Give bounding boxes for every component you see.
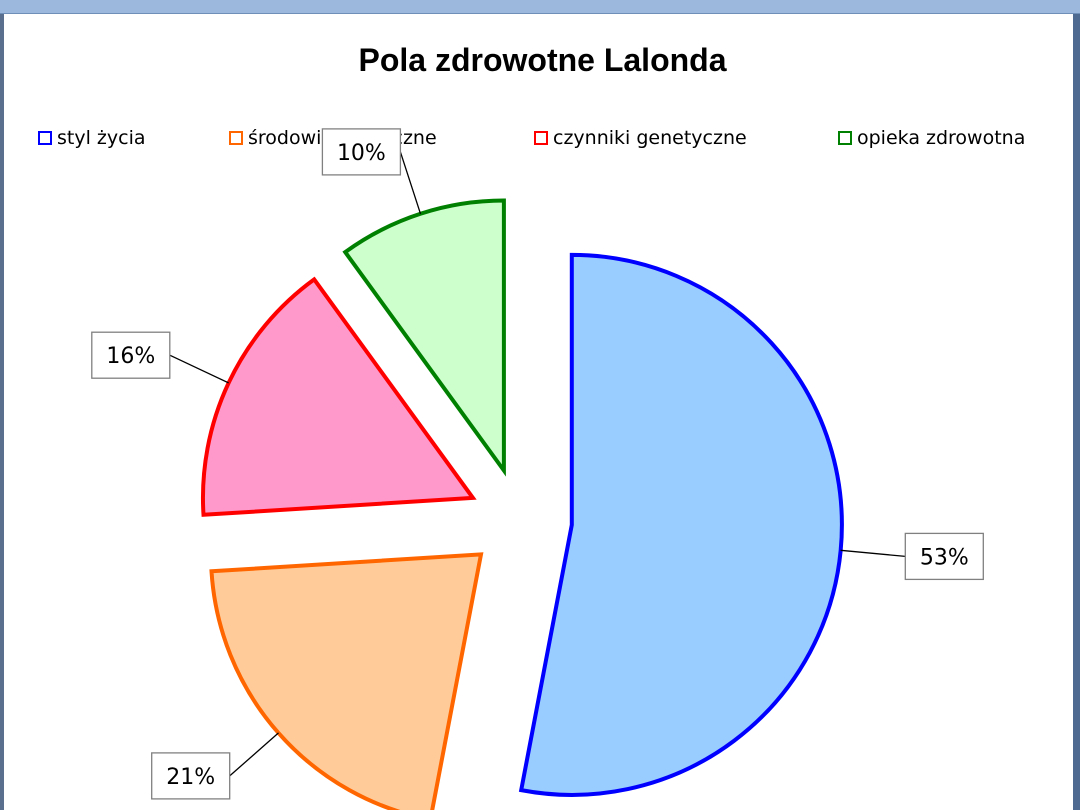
leader-line-srodowisko-fizyczne [229,732,279,777]
leader-line-opieka-zdrowotna [399,151,422,215]
legend-label: opieka zdrowotna [857,127,1026,149]
window-title-bar [0,0,1080,14]
legend-swatch-czynniki-genetyczne [534,131,548,145]
window-left-border [0,14,4,810]
data-label-styl-zycia: 53% [920,545,969,570]
data-label-opieka-zdrowotna: 10% [337,141,386,166]
pie-slice-czynniki-genetyczne [200,276,477,517]
pie-slice-srodowisko-fizyczne [209,552,484,810]
data-label-czynniki-genetyczne: 16% [106,344,155,369]
data-label-box-srodowisko-fizyczne [151,752,231,800]
chart-title: Pola zdrowotne Lalonda [358,42,727,78]
legend-label: czynniki genetyczne [553,127,747,149]
window-right-border [1073,14,1080,810]
legend-swatch-styl-zycia [38,131,52,145]
legend-item-czynniki-genetyczne: czynniki genetyczne [534,126,747,150]
pie-slice-opieka-zdrowotna [342,198,506,477]
data-label-box-opieka-zdrowotna [321,128,402,176]
leader-line-czynniki-genetyczne [169,354,229,384]
legend-item-opieka-zdrowotna: opieka zdrowotna [838,126,1025,150]
legend-item-styl-zycia: styl życia [38,126,146,150]
data-label-box-styl-zycia [904,532,984,581]
legend-swatch-srodowisko-fizyczne [229,131,243,145]
leader-line-styl-zycia [840,549,906,558]
legend-swatch-opieka-zdrowotna [838,131,852,145]
pie-slice-styl-zycia [518,252,844,797]
data-label-box-czynniki-genetyczne [91,331,171,379]
legend-label: styl życia [57,127,146,149]
data-label-srodowisko-fizyczne: 21% [166,765,215,790]
